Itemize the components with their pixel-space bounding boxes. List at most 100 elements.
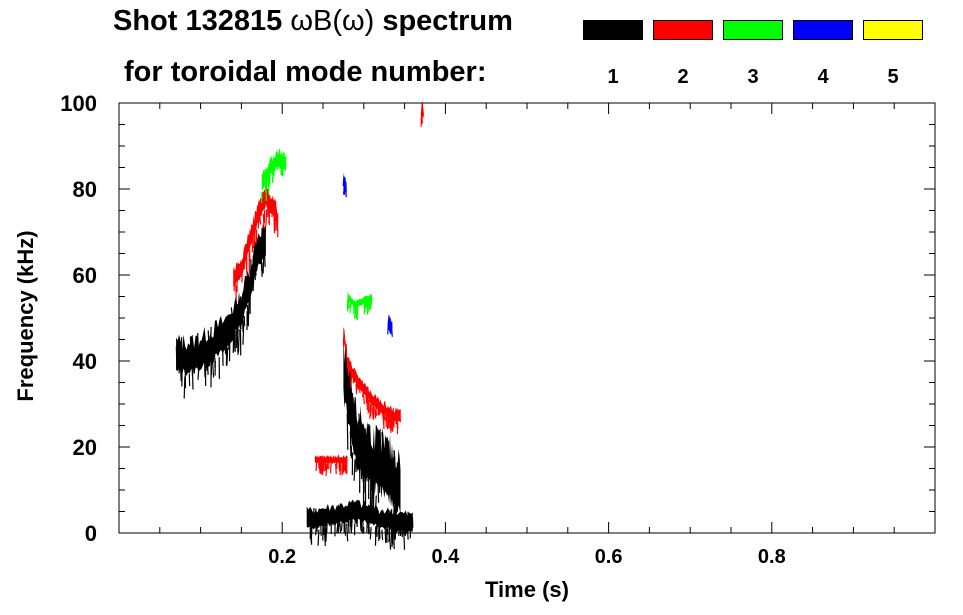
y-axis-label: Frequency (kHz) [13, 230, 38, 401]
band-n=1-2 [306, 499, 413, 533]
legend-label-3: 3 [747, 66, 759, 88]
texture-n=2 [321, 458, 324, 471]
texture-n=3 [354, 304, 357, 315]
texture-n=1 [393, 450, 396, 460]
texture-n=1 [356, 500, 359, 514]
texture-n=1 [211, 361, 215, 378]
texture-n=1 [370, 485, 373, 508]
band-n=1-1 [343, 328, 401, 517]
texture-n=1 [232, 321, 235, 338]
texture-n=1 [199, 350, 202, 371]
texture-n=1 [392, 471, 395, 481]
texture-n=1 [261, 227, 263, 240]
legend-label-4: 4 [817, 66, 829, 88]
texture-n=1 [237, 329, 240, 353]
texture-n=1 [350, 401, 352, 428]
legend-label-1: 1 [607, 66, 619, 88]
texture-n=1 [326, 515, 329, 534]
legend-swatch-5 [863, 20, 923, 40]
texture-n=1 [203, 356, 206, 378]
texture-n=3 [262, 169, 265, 187]
texture-n=2 [362, 383, 365, 398]
texture-n=3 [268, 168, 271, 186]
texture-n=1 [385, 444, 388, 468]
texture-n=1 [336, 523, 339, 533]
texture-n=3 [347, 298, 350, 308]
y-tick-label: 60 [73, 263, 97, 288]
x-tick-label: 0.8 [758, 546, 786, 568]
texture-n=1 [183, 376, 186, 399]
series-n=1 [175, 223, 414, 550]
texture-n=1 [381, 432, 384, 448]
chart-title-line1: Shot 132815 ωB(ω) spectrum [113, 5, 513, 37]
texture-n=1 [339, 522, 342, 534]
y-tick-label: 20 [73, 435, 97, 460]
texture-n=2 [344, 458, 347, 470]
texture-n=2 [355, 384, 358, 395]
texture-n=1 [387, 509, 390, 521]
texture-n=1 [180, 337, 183, 355]
texture-n=2 [387, 418, 390, 429]
texture-n=4 [342, 176, 345, 187]
y-tick-label: 40 [73, 349, 97, 374]
texture-n=1 [263, 231, 266, 258]
texture-n=3 [264, 179, 267, 193]
texture-n=2 [370, 404, 372, 417]
texture-n=1 [375, 509, 378, 523]
texture-n=1 [179, 357, 182, 382]
texture-n=2 [334, 463, 337, 475]
legend-swatch-1 [583, 20, 643, 40]
texture-n=2 [343, 459, 346, 472]
x-tick-label: 0.6 [595, 546, 623, 568]
texture-n=1 [366, 462, 369, 482]
texture-n=1 [350, 511, 354, 530]
texture-n=1 [366, 517, 369, 534]
chart-title-line2: for toroidal mode number: [124, 56, 487, 88]
series-n=4 [342, 172, 393, 337]
axes: 0.2 0.4 0.6 0.8 0 20 40 60 80 100 Time (s) Frequenc… [13, 91, 936, 602]
texture-n=3 [271, 168, 275, 183]
legend-label-2: 2 [677, 66, 689, 88]
texture-n=1 [262, 257, 265, 274]
texture-n=1 [175, 346, 178, 370]
texture-n=2 [329, 461, 332, 474]
legend-label-5: 5 [887, 66, 899, 88]
texture-n=2 [390, 417, 393, 431]
texture-n=1 [361, 456, 364, 483]
texture-n=2 [350, 372, 353, 382]
texture-n=2 [237, 263, 240, 280]
texture-n=1 [242, 320, 245, 345]
texture-n=1 [384, 524, 387, 544]
texture-n=1 [389, 510, 392, 522]
texture-n=1 [381, 529, 384, 541]
texture-n=3 [266, 174, 268, 190]
texture-n=2 [234, 269, 237, 282]
texture-n=1 [377, 510, 379, 522]
texture-n=1 [247, 300, 250, 326]
texture-n=2 [368, 398, 372, 412]
y-tick-label: 0 [85, 521, 97, 546]
texture-n=1 [239, 320, 242, 330]
texture-n=2 [390, 410, 393, 421]
texture-n=3 [367, 296, 370, 307]
texture-n=1 [387, 443, 390, 463]
texture-n=4 [390, 324, 393, 337]
texture-n=1 [377, 471, 380, 503]
band-n=1-0 [176, 223, 266, 376]
texture-n=1 [178, 357, 181, 374]
texture-n=1 [179, 342, 181, 357]
texture-n=1 [350, 424, 352, 439]
texture-n=1 [359, 509, 362, 523]
texture-n=2 [233, 274, 236, 292]
texture-n=1 [368, 442, 371, 456]
texture-n=2 [342, 462, 345, 474]
texture-n=2 [356, 381, 359, 391]
texture-n=1 [220, 326, 224, 338]
texture-n=2 [365, 394, 368, 404]
texture-n=2 [254, 217, 257, 233]
texture-n=2 [375, 404, 378, 416]
x-axis-label: Time (s) [485, 577, 569, 602]
texture-n=1 [329, 514, 331, 525]
